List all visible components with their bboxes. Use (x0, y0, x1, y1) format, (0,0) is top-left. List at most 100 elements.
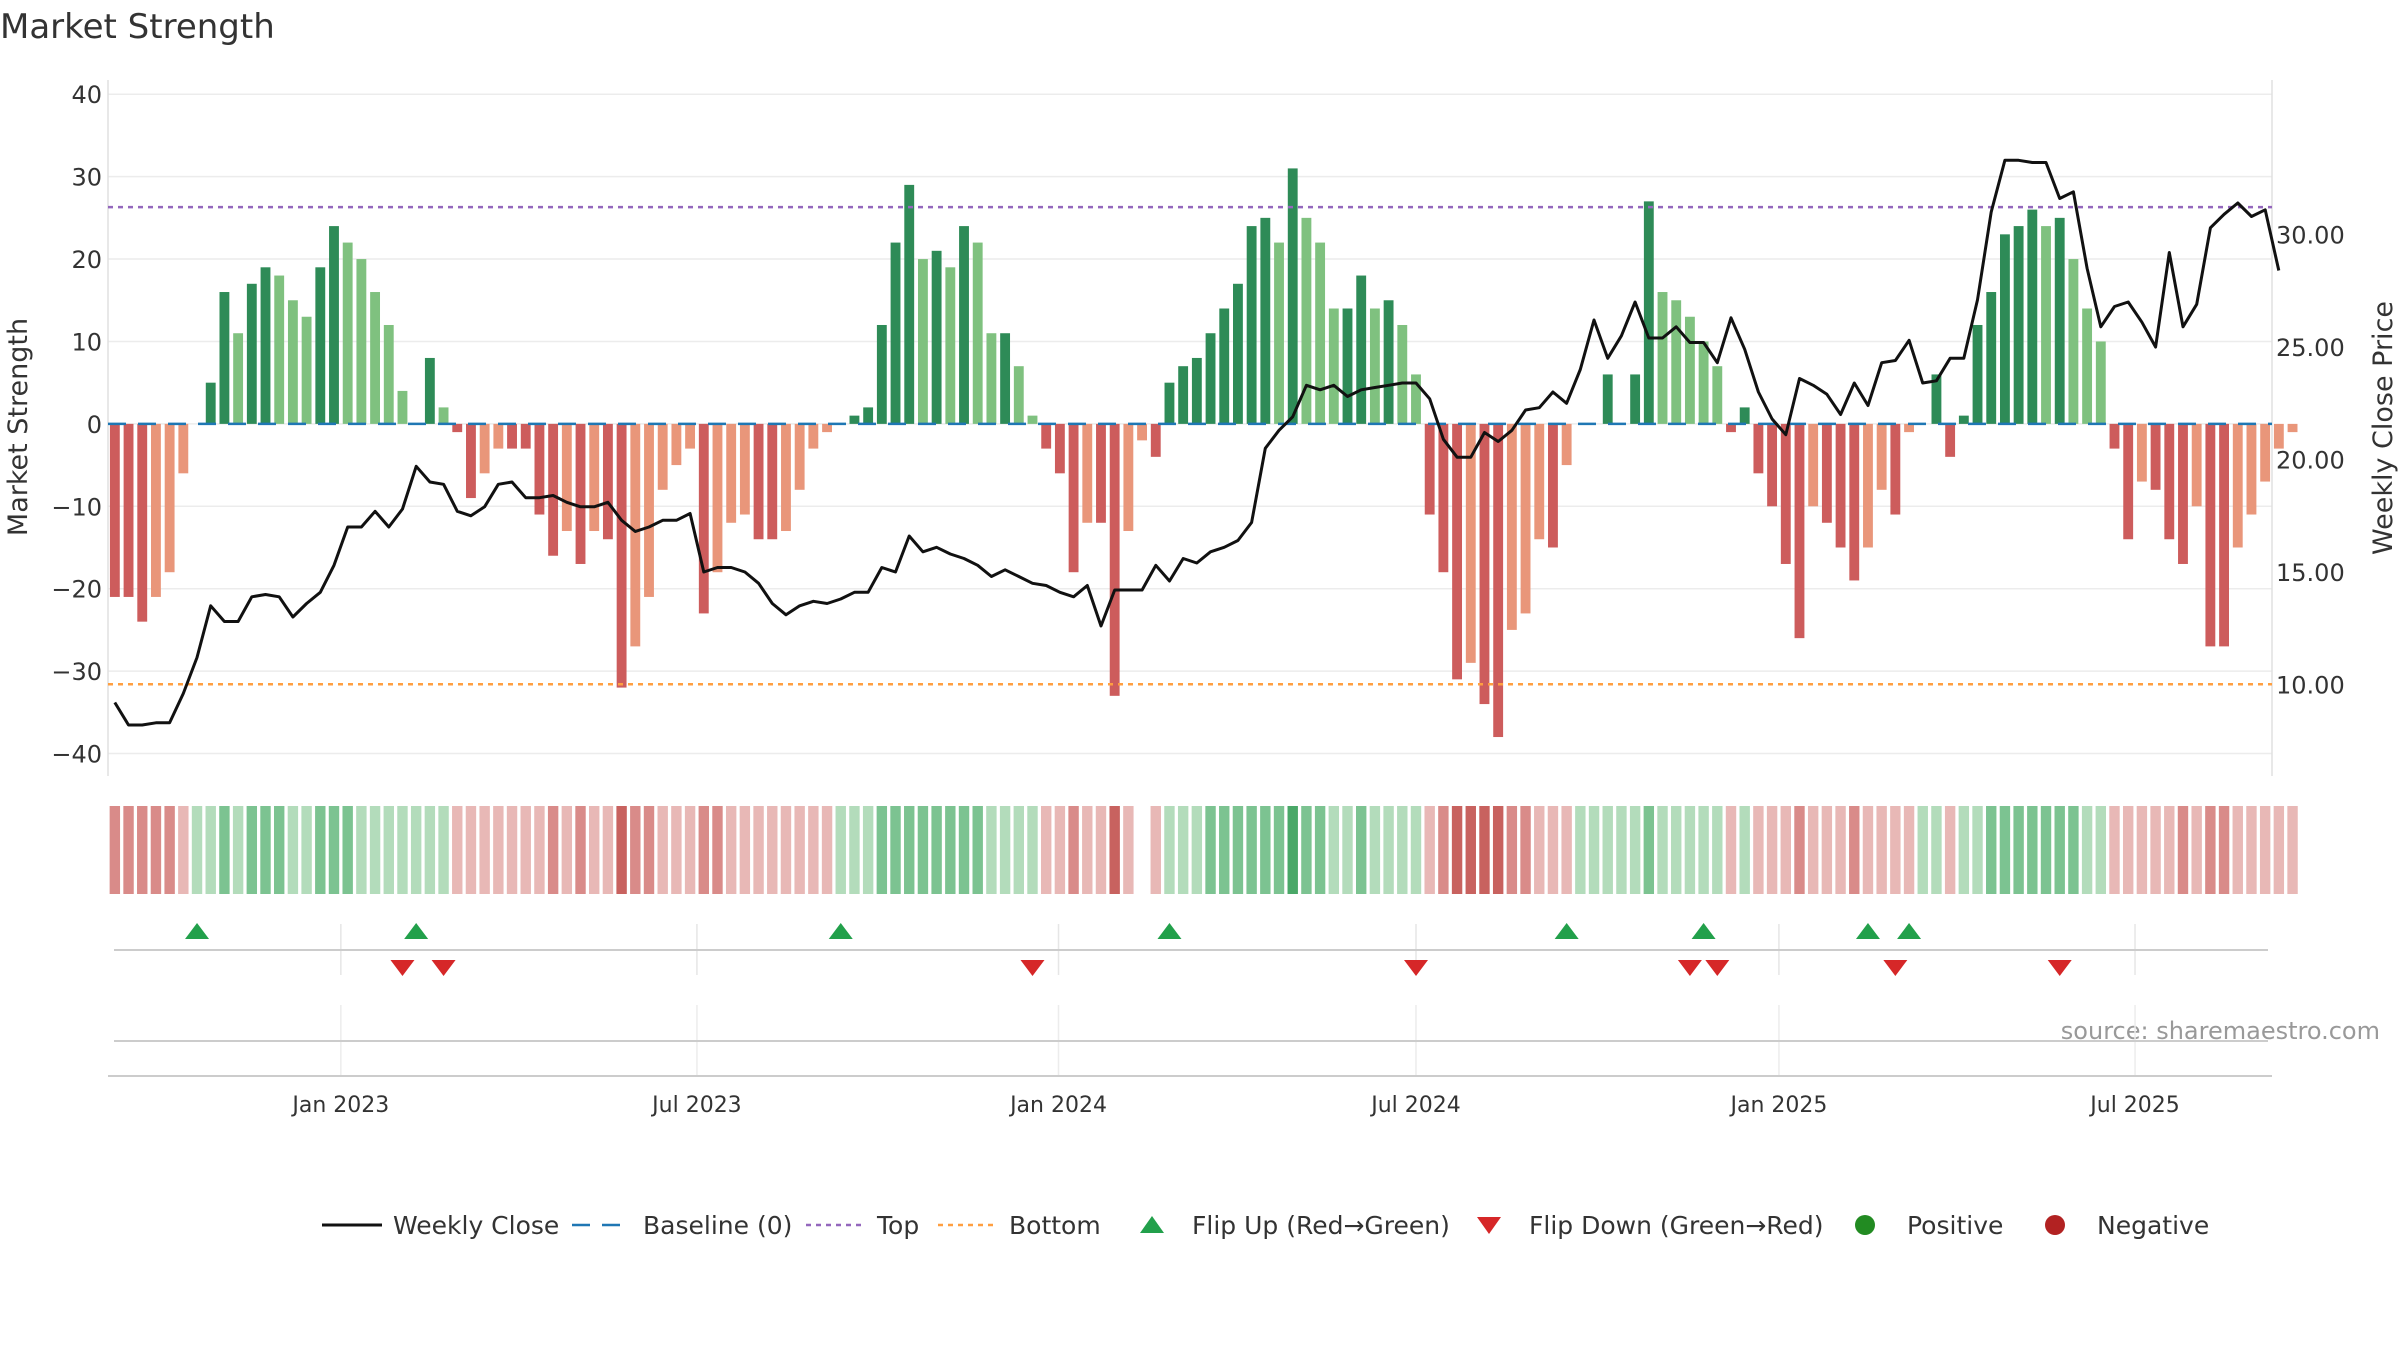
flip-down-marker (1677, 960, 1702, 976)
heat-cell (1040, 806, 1052, 894)
heat-cell (1794, 806, 1805, 894)
heat-cell (821, 806, 833, 894)
heat-cell (684, 806, 696, 894)
heat-cell (137, 806, 148, 894)
strength-bar (1890, 423, 1901, 515)
heat-cell (1164, 806, 1175, 894)
heat-cell (945, 806, 956, 894)
strength-bar (1123, 423, 1134, 532)
strength-bar (1082, 423, 1093, 523)
y2-tick-label: 20.00 (2276, 447, 2345, 475)
strength-bar (1671, 300, 1682, 424)
heat-cell (1506, 806, 1518, 894)
strength-bar (2178, 423, 2188, 564)
flip-down-marker (2047, 960, 2072, 976)
strength-bar (1739, 407, 1750, 424)
strength-bar (466, 423, 476, 499)
legend-label: Weekly Close (393, 1211, 559, 1240)
y2-tick-label: 25.00 (2276, 334, 2345, 362)
heat-cell (2273, 806, 2285, 894)
strength-bar (137, 423, 148, 622)
heat-cell (2068, 806, 2079, 894)
heat-cell (2246, 806, 2257, 894)
strength-bar (315, 267, 326, 424)
strength-bar (2232, 423, 2243, 548)
heat-cell (1355, 806, 1367, 894)
heat-cell (1657, 806, 1668, 894)
strength-bar (602, 423, 613, 540)
strength-bar (1821, 423, 1832, 523)
strength-bar (781, 423, 791, 532)
heat-cell (589, 806, 600, 894)
heat-cell (725, 806, 737, 894)
strength-bar (1109, 423, 1120, 696)
strength-bar (164, 423, 175, 573)
heat-cell (1821, 806, 1833, 894)
legend-marker-flip-down (1477, 1217, 1501, 1234)
strength-bar (548, 423, 559, 556)
strength-bar (698, 423, 709, 614)
heat-cell (2150, 806, 2161, 894)
heat-cell (1465, 806, 1476, 894)
flip-down-marker (1403, 960, 1428, 976)
strength-bar (671, 423, 682, 466)
strength-bar (794, 423, 805, 490)
flip-down-marker (1705, 960, 1730, 976)
strength-bar (2027, 209, 2038, 424)
strength-bar (520, 423, 531, 449)
heat-cell (1232, 806, 1244, 894)
flip-up-marker (1855, 923, 1880, 939)
heat-cell (1342, 806, 1353, 894)
heat-cell (890, 806, 901, 894)
heat-cell (999, 806, 1011, 894)
strength-bar (644, 423, 654, 597)
heat-cell (191, 806, 203, 894)
heat-cell (1451, 806, 1463, 894)
strength-bar (1369, 308, 1380, 424)
legend-label: Flip Up (Red→Green) (1192, 1211, 1450, 1240)
heat-cell (958, 806, 970, 894)
strength-bar (1150, 423, 1161, 457)
heat-cell (1479, 806, 1490, 894)
strength-bar (1342, 308, 1353, 424)
heat-cell (506, 806, 518, 894)
strength-bar (1602, 374, 1613, 424)
strength-bar (1808, 423, 1819, 507)
strength-bar (1630, 374, 1641, 424)
strength-bar (1054, 423, 1065, 474)
strength-bar (1383, 300, 1394, 424)
strength-bar (2068, 259, 2079, 424)
heat-cell (1314, 806, 1326, 894)
strength-bar (1548, 423, 1558, 548)
strength-bar (1712, 366, 1723, 424)
heat-cell (219, 806, 230, 894)
y-axis-right-label: Weekly Close Price (2368, 301, 2399, 555)
heat-cell (1986, 806, 1997, 894)
y-tick-label: −20 (51, 576, 102, 604)
flip-down-marker (431, 960, 456, 976)
heat-cell (1725, 806, 1737, 894)
heat-cell (2027, 806, 2038, 894)
strength-bar (424, 357, 435, 424)
strength-bar (1260, 217, 1271, 424)
heat-cell (1123, 806, 1134, 894)
strength-bar (1561, 423, 1572, 466)
heat-cell (1177, 806, 1189, 894)
strength-bar (1698, 341, 1709, 424)
strength-bar (822, 423, 832, 433)
strength-bar (205, 382, 216, 424)
strength-bar (726, 423, 737, 523)
strength-bar (1520, 423, 1531, 614)
heat-cell (2259, 806, 2271, 894)
strength-bar (945, 267, 956, 424)
strength-bar (1534, 423, 1545, 540)
heat-cell (1397, 806, 1408, 894)
heat-cell (671, 806, 682, 894)
heat-cell (753, 806, 764, 894)
strength-bar (438, 407, 449, 424)
strength-bar (1479, 423, 1490, 705)
strength-bar (849, 415, 860, 424)
heat-cell (2232, 806, 2243, 894)
heat-cell (1287, 806, 1298, 894)
